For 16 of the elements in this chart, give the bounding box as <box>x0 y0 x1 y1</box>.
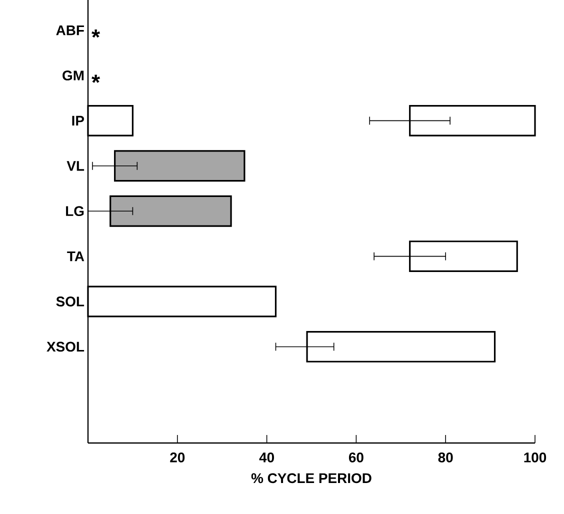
x-tick-label: 20 <box>170 452 185 462</box>
x-tick-label: 40 <box>259 452 274 462</box>
x-tick-label: 60 <box>348 452 364 462</box>
y-tick-label: XSOL <box>46 342 84 352</box>
y-tick-label: VL <box>66 161 84 171</box>
y-tick-label: LG <box>66 206 84 216</box>
y-tick-label: SOL <box>56 296 84 306</box>
annotation: * <box>92 30 100 38</box>
annotation: * <box>92 74 100 83</box>
y-tick-label: IP <box>72 116 84 126</box>
x-tick-label: 100 <box>524 452 546 462</box>
x-tick-label: 80 <box>438 452 453 462</box>
x-axis-title: % CYCLE PERIOD <box>251 473 372 484</box>
y-tick-label: GM <box>62 70 84 80</box>
y-tick-label: TA <box>67 252 84 262</box>
y-tick-label: ABF <box>56 25 84 36</box>
